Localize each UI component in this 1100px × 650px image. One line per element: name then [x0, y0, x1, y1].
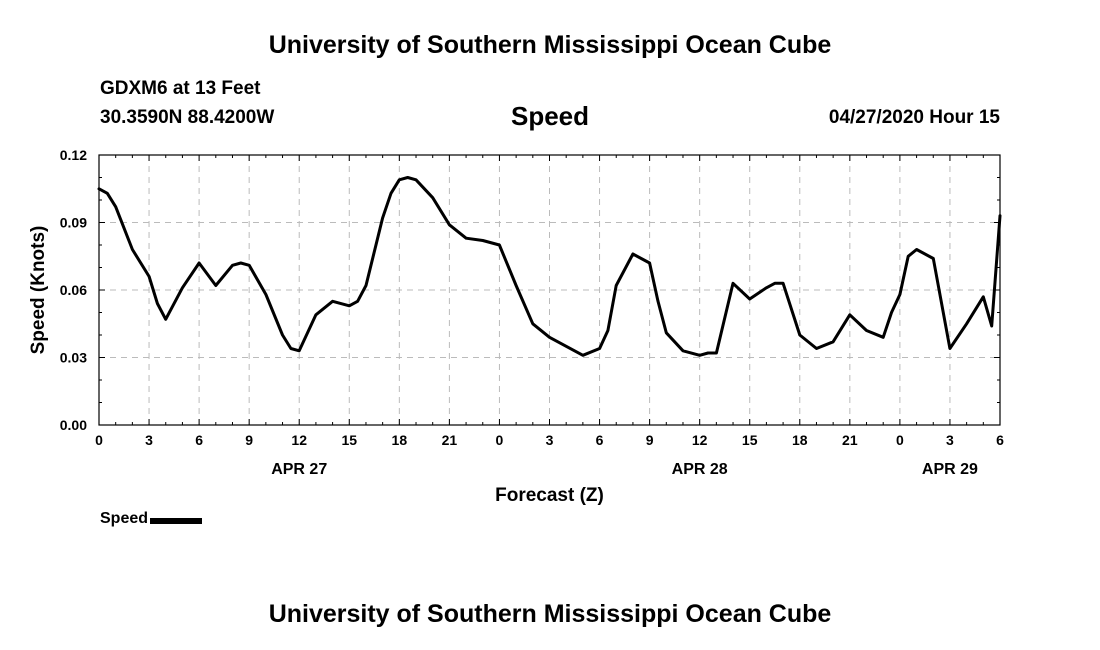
- x-tick-label: 21: [442, 432, 458, 448]
- page-title: University of Southern Mississippi Ocean…: [268, 31, 832, 59]
- x-tick-label: 18: [792, 432, 808, 448]
- x-tick-label: 21: [842, 432, 858, 448]
- series-layer: [97, 176, 1002, 357]
- date-label: APR 29: [922, 461, 978, 478]
- x-tick-label: 15: [742, 432, 758, 448]
- legend-label: Speed: [100, 510, 149, 527]
- datetime-label: 04/27/2020 Hour 15: [828, 107, 1000, 128]
- y-tick-label: 0.12: [60, 147, 87, 163]
- x-tick-label: 9: [245, 432, 253, 448]
- legend-swatch: [150, 517, 203, 524]
- x-tick-label: 6: [195, 432, 203, 448]
- x-tick-label: 6: [596, 432, 604, 448]
- y-tick-label: 0.00: [60, 417, 87, 433]
- variable-title: Speed: [510, 101, 590, 131]
- date-label: APR 28: [672, 461, 728, 478]
- y-tick-label: 0.03: [60, 350, 87, 366]
- x-tick-label: 3: [946, 432, 954, 448]
- x-axis-title: Forecast (Z): [495, 485, 604, 506]
- series-line-speed: [97, 176, 1002, 357]
- x-tick-label: 0: [95, 432, 103, 448]
- station-label: GDXM6 at 13 Feet: [100, 78, 261, 99]
- x-tick-label: 6: [996, 432, 1004, 448]
- x-tick-label: 0: [896, 432, 904, 448]
- coordinates-label: 30.3590N 88.4200W: [100, 107, 275, 128]
- x-tick-label: 3: [546, 432, 554, 448]
- footer-title: University of Southern Mississippi Ocean…: [268, 600, 832, 628]
- date-label: APR 27: [271, 461, 327, 478]
- x-tick-label: 12: [692, 432, 708, 448]
- plot-frame: [98, 154, 1001, 426]
- grid-lines: [99, 155, 1000, 425]
- x-tick-label: 0: [496, 432, 504, 448]
- x-tick-label: 18: [392, 432, 408, 448]
- legend: Speed: [100, 510, 203, 528]
- y-tick-label: 0.06: [60, 282, 87, 298]
- x-tick-label: 12: [291, 432, 307, 448]
- x-tick-label: 3: [145, 432, 153, 448]
- axis-labels: 0 3 6 9 12 15 18 21 0 3 6 9 12 15 18 21 0 3 6 0.00 0.03 0.06 0…: [60, 147, 1004, 478]
- x-tick-label: 9: [646, 432, 654, 448]
- y-tick-label: 0.09: [60, 215, 87, 231]
- x-tick-label: 15: [341, 432, 357, 448]
- y-axis-title: Speed (Knots): [28, 226, 49, 355]
